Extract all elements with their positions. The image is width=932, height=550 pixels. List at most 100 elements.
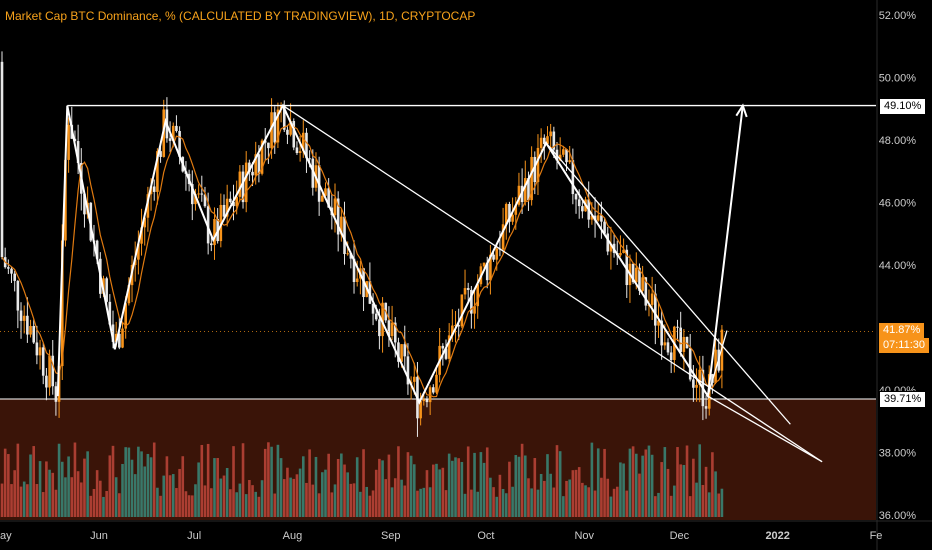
- volume-bar: [666, 468, 670, 517]
- volume-bar: [184, 491, 188, 517]
- volume-bar: [22, 481, 26, 517]
- candle-body: [460, 294, 464, 327]
- volume-bar: [520, 443, 524, 517]
- volume-bar: [263, 448, 267, 517]
- candle-body: [657, 320, 660, 326]
- x-tick-label: Sep: [381, 530, 401, 542]
- candle-body: [152, 186, 156, 192]
- y-tick-label: 46.00%: [879, 197, 917, 209]
- volume-bar: [114, 477, 118, 517]
- candle-body: [378, 319, 381, 337]
- candle-body: [568, 160, 571, 163]
- volume-bar: [485, 447, 489, 517]
- candle-body: [514, 204, 518, 215]
- volume-bar: [108, 455, 112, 517]
- volume-bar: [457, 458, 460, 517]
- volume-bar: [248, 480, 251, 517]
- volume-bar: [254, 491, 258, 517]
- x-tick-label: Nov: [574, 530, 594, 542]
- volume-bar: [140, 451, 143, 517]
- volume-bar: [682, 465, 686, 517]
- volume-bar: [210, 488, 213, 517]
- volume-bar: [314, 456, 318, 517]
- volume-bar: [511, 486, 514, 517]
- volume-bar: [102, 496, 105, 517]
- volume-bar: [317, 493, 321, 517]
- volume-bar: [707, 492, 711, 517]
- candle-body: [22, 315, 26, 321]
- volume-bar: [130, 459, 134, 517]
- volume-bar: [35, 484, 39, 517]
- volume-bar: [105, 491, 108, 517]
- candle-body: [171, 125, 175, 141]
- candle-body: [190, 184, 194, 205]
- candle-body: [663, 342, 667, 346]
- candle-body: [381, 302, 384, 337]
- candle-body: [67, 124, 70, 160]
- volume-bar: [32, 446, 36, 517]
- candle-body: [533, 156, 537, 183]
- y-tick-label: 48.00%: [879, 135, 917, 147]
- candle-body: [387, 320, 391, 336]
- volume-bar: [615, 486, 619, 517]
- volume-bar: [203, 485, 207, 517]
- volume-bar: [587, 487, 591, 517]
- volume-bar: [336, 459, 340, 517]
- volume-bar: [555, 445, 559, 517]
- candle-body: [606, 233, 610, 252]
- candle-body: [634, 267, 638, 283]
- candle-body: [441, 345, 445, 349]
- volume-bar: [663, 447, 667, 517]
- candle-body: [292, 121, 296, 148]
- candle-body: [282, 104, 286, 130]
- volume-bar: [612, 488, 616, 517]
- candle-body: [257, 154, 261, 174]
- candle-body: [327, 188, 330, 208]
- candle-body: [254, 154, 258, 176]
- volume-bar: [558, 451, 562, 517]
- volume-bar: [571, 470, 575, 517]
- volume-bar: [679, 464, 682, 517]
- candle-body: [10, 268, 13, 274]
- candle-body: [650, 293, 654, 305]
- volume-bar: [400, 479, 403, 517]
- volume-bar: [244, 494, 248, 517]
- volume-bar: [343, 464, 346, 517]
- volume-bar: [13, 470, 16, 517]
- projection-arrowhead: [735, 103, 748, 118]
- volume-bar: [466, 446, 470, 517]
- y-tick-label: 44.00%: [879, 260, 917, 272]
- volume-bar: [634, 453, 638, 517]
- volume-bar: [685, 445, 689, 517]
- candle-body: [631, 263, 635, 283]
- volume-bar: [397, 446, 400, 517]
- volume-bar: [321, 472, 324, 517]
- volume-bar: [178, 468, 181, 517]
- volume-bar: [425, 470, 429, 517]
- volume-bar: [238, 483, 242, 517]
- candle-body: [194, 194, 197, 205]
- candle-body: [38, 347, 42, 356]
- volume-bar: [48, 469, 51, 517]
- volume-bar: [152, 442, 156, 517]
- candle-body: [301, 132, 305, 152]
- candle-body: [609, 243, 613, 252]
- volume-bar: [159, 495, 162, 517]
- volume-bar: [600, 477, 603, 517]
- candle-body: [175, 125, 178, 132]
- wedge-upper-line: [282, 105, 823, 463]
- candle-body: [251, 171, 254, 176]
- candle-body: [539, 137, 543, 148]
- candle-body: [666, 342, 670, 353]
- volume-bar: [190, 495, 194, 517]
- volume-bar: [276, 444, 280, 517]
- x-tick-label: Fe: [870, 530, 883, 542]
- volume-bar: [603, 448, 606, 517]
- volume-bar: [26, 484, 29, 517]
- candle-body: [336, 198, 340, 235]
- candle-body: [305, 132, 308, 159]
- chart-title: Market Cap BTC Dominance, % (CALCULATED …: [5, 9, 476, 23]
- x-tick-label: ay: [0, 530, 12, 542]
